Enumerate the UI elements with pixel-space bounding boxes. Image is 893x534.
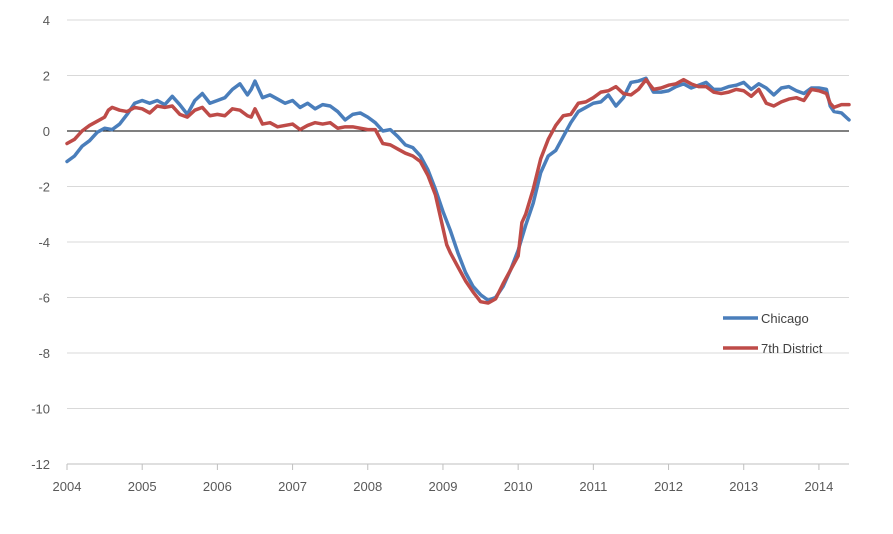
y-tick-label: -4	[38, 235, 50, 250]
x-tick-label: 2004	[53, 479, 82, 494]
x-axis: 2004 2005 2006 2007 2008 2009 2010 2011 2012 2013…	[53, 463, 849, 494]
x-tick-label: 2006	[203, 479, 232, 494]
series-line-7th-district	[65, 77, 851, 305]
y-tick-label: -6	[38, 291, 50, 306]
y-tick-label: 4	[43, 13, 50, 28]
x-tick-label: 2012	[654, 479, 683, 494]
y-tick-label: -8	[38, 346, 50, 361]
x-tick-label: 2007	[278, 479, 307, 494]
y-tick-label: -12	[31, 457, 50, 472]
legend-label-chicago: Chicago	[761, 311, 809, 326]
x-tick-label: 2014	[804, 479, 833, 494]
legend: Chicago 7th District	[723, 311, 823, 356]
series-lines	[65, 76, 851, 305]
x-tick-label: 2010	[504, 479, 533, 494]
y-tick-label: -2	[38, 180, 50, 195]
x-tick-label: 2011	[579, 479, 607, 494]
y-axis: 4 2 0 -2 -4 -6 -8 -10 -12	[31, 13, 50, 472]
y-tick-label: -10	[31, 402, 50, 417]
x-tick-label: 2013	[729, 479, 758, 494]
x-tick-label: 2008	[353, 479, 382, 494]
series-line-chicago	[65, 76, 851, 303]
x-tick-label: 2005	[128, 479, 157, 494]
y-tick-label: 0	[43, 124, 50, 139]
y-tick-label: 2	[43, 69, 50, 84]
legend-label-7th-district: 7th District	[761, 341, 823, 356]
x-tick-label: 2009	[429, 479, 458, 494]
